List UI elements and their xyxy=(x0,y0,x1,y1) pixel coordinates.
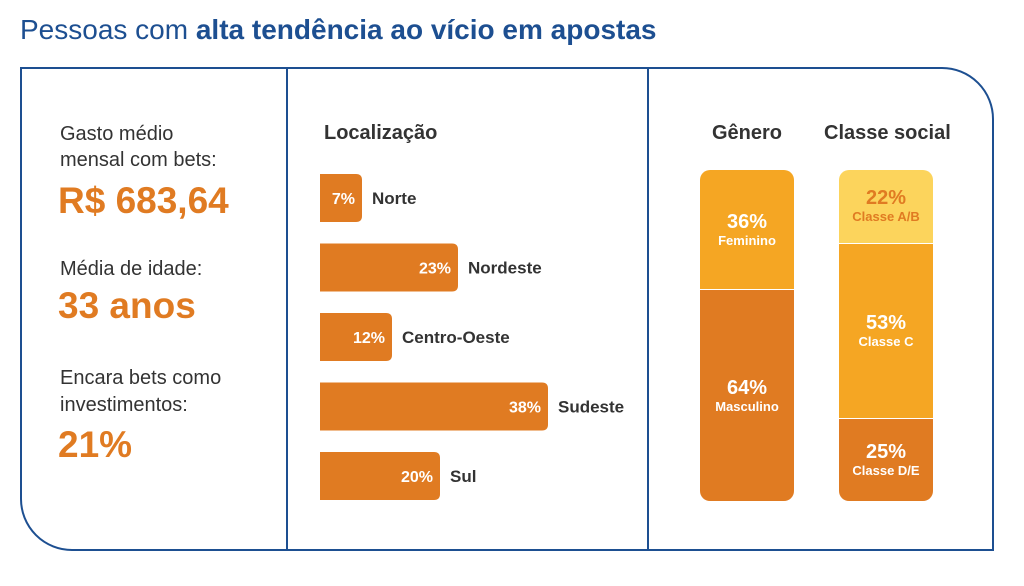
class-stacked-bar: 22% Classe A/B 53% Classe C 25% Classe D/E xyxy=(839,170,933,501)
age-label: Média de idade: xyxy=(60,258,203,280)
gender-segment-value: 36% xyxy=(726,210,768,233)
gender-segment-value: 64% xyxy=(726,376,768,399)
location-value-label: 23% xyxy=(419,261,451,278)
location-bar-norte xyxy=(320,174,362,222)
class-segment-value: 25% xyxy=(865,441,907,464)
invest-label-line1: Encara bets como xyxy=(60,367,222,389)
location-bar-sudeste xyxy=(320,382,548,431)
location-category-label: Nordeste xyxy=(468,259,542,278)
location-value-label: 38% xyxy=(509,400,541,417)
class-segment-value: 22% xyxy=(865,187,907,210)
gender-segment-label: Masculino xyxy=(715,398,779,414)
title-prefix: Pessoas com xyxy=(20,14,196,45)
age-value: 33 anos xyxy=(58,285,196,326)
gender-segment-masculino: 64% Masculino xyxy=(700,289,794,501)
invest-value: 21% xyxy=(58,424,133,465)
location-value-label: 7% xyxy=(332,191,355,208)
spend-label-line1: Gasto médio xyxy=(60,123,174,145)
location-value-label: 12% xyxy=(353,330,385,347)
location-bar-nordeste xyxy=(320,243,458,292)
class-segment-classe-d-e: 25% Classe D/E xyxy=(839,418,933,501)
gender-chart-title: Gênero xyxy=(712,122,783,144)
class-segment-label: Classe D/E xyxy=(852,463,920,479)
class-segment-classe-a-b: 22% Classe A/B xyxy=(839,170,933,243)
gender-segment-feminino: 36% Feminino xyxy=(700,170,794,290)
class-segment-label: Classe C xyxy=(858,334,914,350)
class-segment-classe-c: 53% Classe C xyxy=(839,242,933,419)
location-bar-sul xyxy=(320,452,440,500)
class-chart-title: Classe social xyxy=(824,122,951,144)
location-bar-centro-oeste xyxy=(320,313,392,361)
class-segment-label: Classe A/B xyxy=(852,209,920,225)
spend-label-line2: mensal com bets: xyxy=(60,149,217,171)
title-bold: alta tendência ao vício em apostas xyxy=(195,14,657,45)
gender-segment-label: Feminino xyxy=(718,232,776,248)
class-segment-value: 53% xyxy=(865,312,907,335)
page-title: Pessoas com alta tendência ao vício em a… xyxy=(20,10,656,50)
divider-right xyxy=(647,67,649,551)
divider-left xyxy=(286,67,288,551)
location-category-label: Sudeste xyxy=(558,398,624,417)
location-bar-chart: 7% Norte 23% Nordeste 12% Centro-Oeste 38% Sude… xyxy=(320,174,624,500)
location-category-label: Norte xyxy=(372,189,416,208)
location-value-label: 20% xyxy=(401,469,433,486)
location-chart-title: Localização xyxy=(324,122,438,144)
gender-stacked-bar: 36% Feminino 64% Masculino xyxy=(700,170,794,501)
location-category-label: Centro-Oeste xyxy=(402,328,510,347)
infographic-panel xyxy=(20,67,994,551)
spend-value: R$ 683,64 xyxy=(58,180,229,221)
location-category-label: Sul xyxy=(450,467,476,486)
invest-label-line2: investimentos: xyxy=(60,394,188,416)
